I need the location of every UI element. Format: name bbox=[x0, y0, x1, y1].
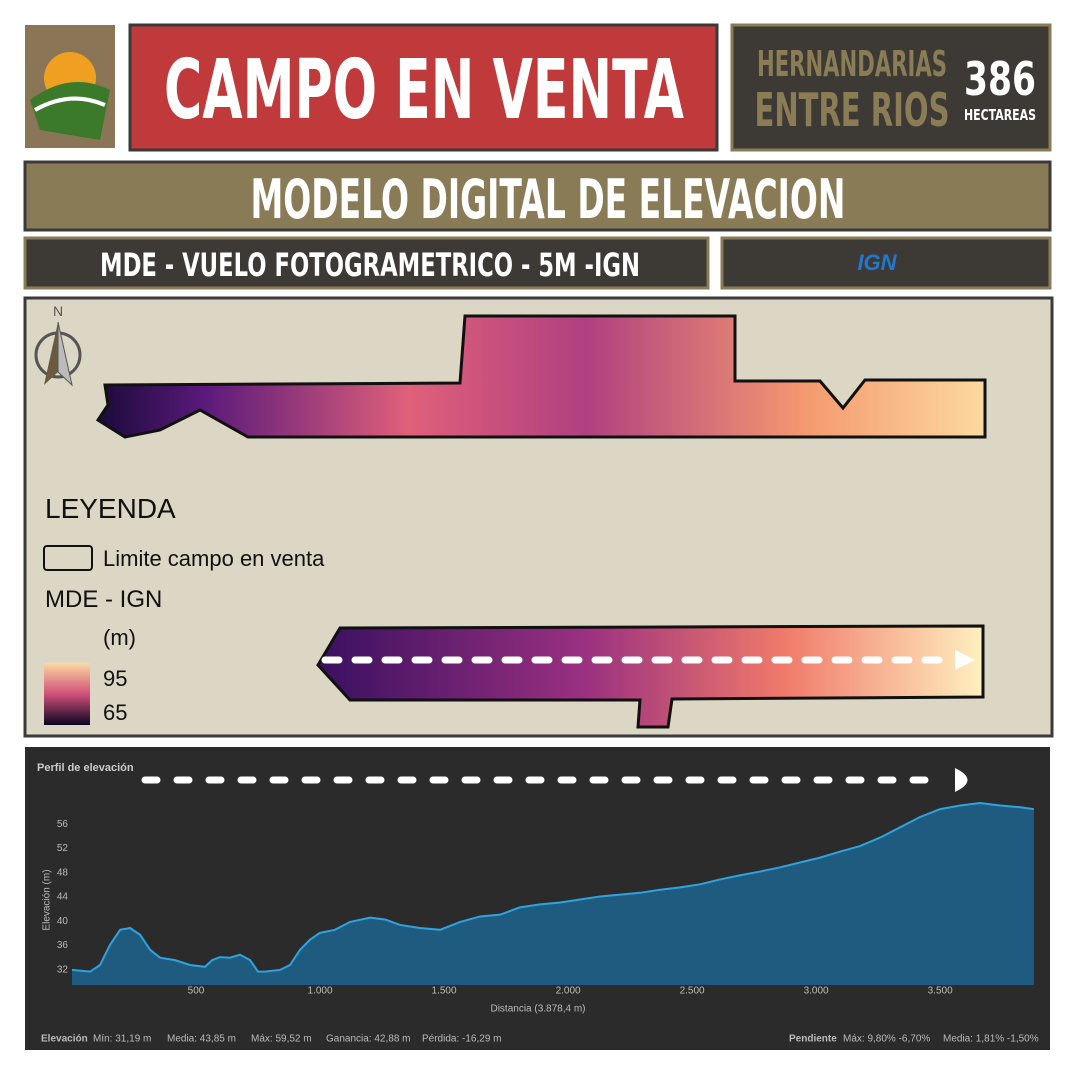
location: ENTRE RIOS bbox=[755, 83, 950, 137]
section-band bbox=[23, 160, 1052, 232]
legend-swatch bbox=[43, 545, 93, 571]
stat: Ganancia: 42,88 m bbox=[326, 1034, 411, 1045]
stat-label: Pendiente bbox=[789, 1034, 837, 1045]
section-title: MODELO DIGITAL DE ELEVACION bbox=[251, 168, 846, 231]
x-tick-label: 1.500 bbox=[432, 986, 457, 997]
y-tick-label: 44 bbox=[57, 892, 69, 903]
legend-unit: (m) bbox=[103, 625, 136, 650]
profile-arrow bbox=[955, 650, 975, 670]
stat: Máx: 59,52 m bbox=[251, 1034, 312, 1045]
y-tick-label: 32 bbox=[57, 964, 69, 975]
x-tick-label: 3.000 bbox=[804, 986, 829, 997]
north-label: N bbox=[53, 303, 63, 319]
y-tick-label: 52 bbox=[57, 843, 69, 854]
y-tick-label: 48 bbox=[57, 867, 69, 878]
chart-title: Perfil de elevación bbox=[37, 762, 134, 774]
location-box bbox=[730, 23, 1052, 152]
profile-arrow bbox=[955, 768, 968, 792]
legend-layer: MDE - IGN bbox=[45, 586, 162, 613]
title-box bbox=[128, 23, 719, 152]
stat: Pérdida: -16,29 m bbox=[422, 1034, 502, 1045]
x-tick-label: 1.000 bbox=[308, 986, 333, 997]
north-arrow: N bbox=[34, 303, 82, 387]
legend-min: 65 bbox=[103, 700, 127, 725]
area bbox=[72, 803, 1034, 985]
logo bbox=[25, 25, 115, 148]
area: 386 bbox=[964, 52, 1036, 106]
location: HERNANDARIAS bbox=[757, 44, 947, 85]
x-tick-label: 2.500 bbox=[680, 986, 705, 997]
title: CAMPO EN VENTA bbox=[164, 43, 684, 138]
legend-max: 95 bbox=[103, 666, 127, 691]
plot: 32 36 40 44 48 52 56 500 1.000 1.500 2.000 2.500 3.0… bbox=[57, 802, 1035, 997]
parcel-south bbox=[316, 624, 985, 729]
source: MDE - VUELO FOTOGRAMETRICO - 5M -IGN bbox=[100, 246, 640, 284]
stat: Media: 1,81% -1,50% bbox=[943, 1034, 1039, 1045]
logo-band bbox=[720, 236, 1052, 290]
y-tick-label: 36 bbox=[57, 940, 69, 951]
stat-label: Elevación bbox=[41, 1034, 88, 1045]
stat: Máx: 9,80% -6,70% bbox=[843, 1034, 930, 1045]
x-tick-label: 2.000 bbox=[556, 986, 581, 997]
x-axis-label: Distancia (3.878,4 m) bbox=[490, 1004, 585, 1015]
y-tick-label: 56 bbox=[57, 819, 69, 830]
x-tick-label: 500 bbox=[188, 986, 205, 997]
color-ramp bbox=[44, 663, 90, 725]
area-unit: HECTAREAS bbox=[964, 106, 1036, 124]
legend-title: LEYENDA bbox=[45, 493, 176, 524]
legend-label: Limite campo en venta bbox=[103, 546, 325, 571]
y-tick-label: 40 bbox=[57, 916, 69, 927]
source-band bbox=[23, 236, 710, 290]
stat: Mín: 31,19 m bbox=[93, 1034, 151, 1045]
x-tick-label: 3.500 bbox=[928, 986, 953, 997]
parcel-north bbox=[95, 314, 987, 439]
y-axis-label: Elevación (m) bbox=[42, 869, 53, 930]
ign-logo: IGN bbox=[857, 250, 897, 275]
line bbox=[71, 802, 1035, 973]
stat: Media: 43,85 m bbox=[167, 1034, 236, 1045]
